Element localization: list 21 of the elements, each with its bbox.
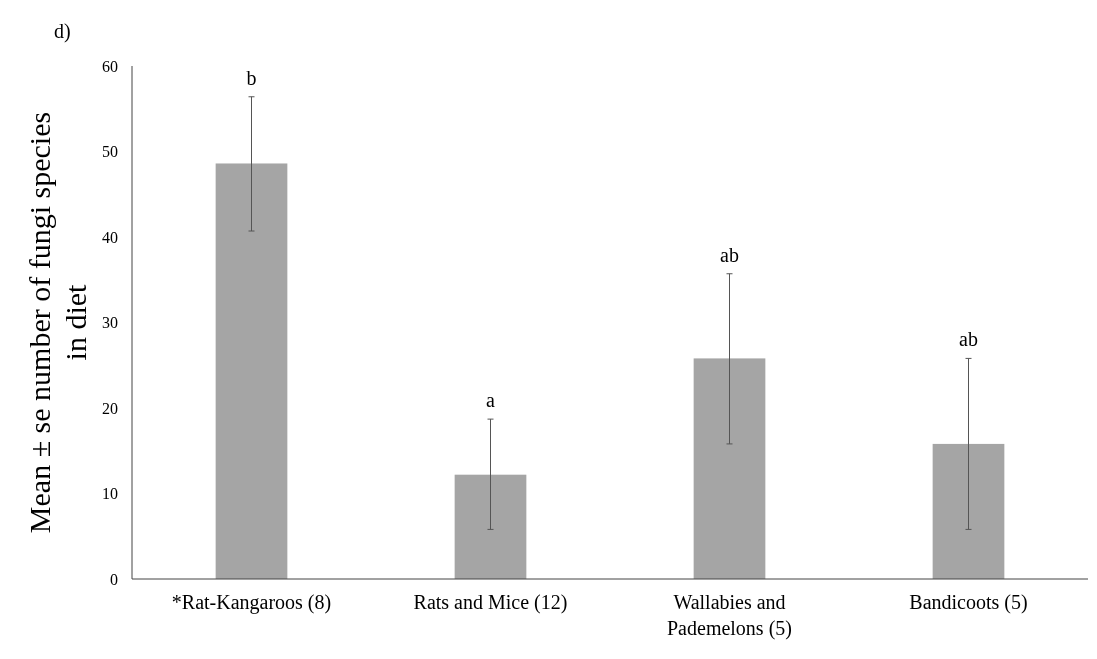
x-tick-label: *Rat-Kangaroos (8) [171,591,332,614]
y-tick-label: 10 [102,485,118,503]
annotation: ab [959,328,978,351]
x-tick-label: Wallabies and Pademelons (5) [667,591,792,640]
y-tick-label: 0 [110,570,118,588]
annotation: a [486,389,496,412]
bar [454,474,527,579]
bar [932,443,1005,579]
y-axis-title: Mean ± se number of fungi species in diet [23,111,92,534]
y-tick-label: 20 [102,399,118,417]
x-tick-label: Bandicoots (5) [909,591,1028,614]
y-tick-label: 40 [102,228,118,246]
y-tick-label: 50 [102,143,118,161]
chart-title: d) [54,20,71,43]
annotation: ab [720,243,739,266]
annotation: b [246,66,257,89]
bar [693,358,766,579]
x-tick-label: Rats and Mice (12) [413,591,568,614]
bar [215,163,288,579]
y-tick-label: 30 [102,314,118,332]
y-tick-label: 60 [102,57,118,75]
